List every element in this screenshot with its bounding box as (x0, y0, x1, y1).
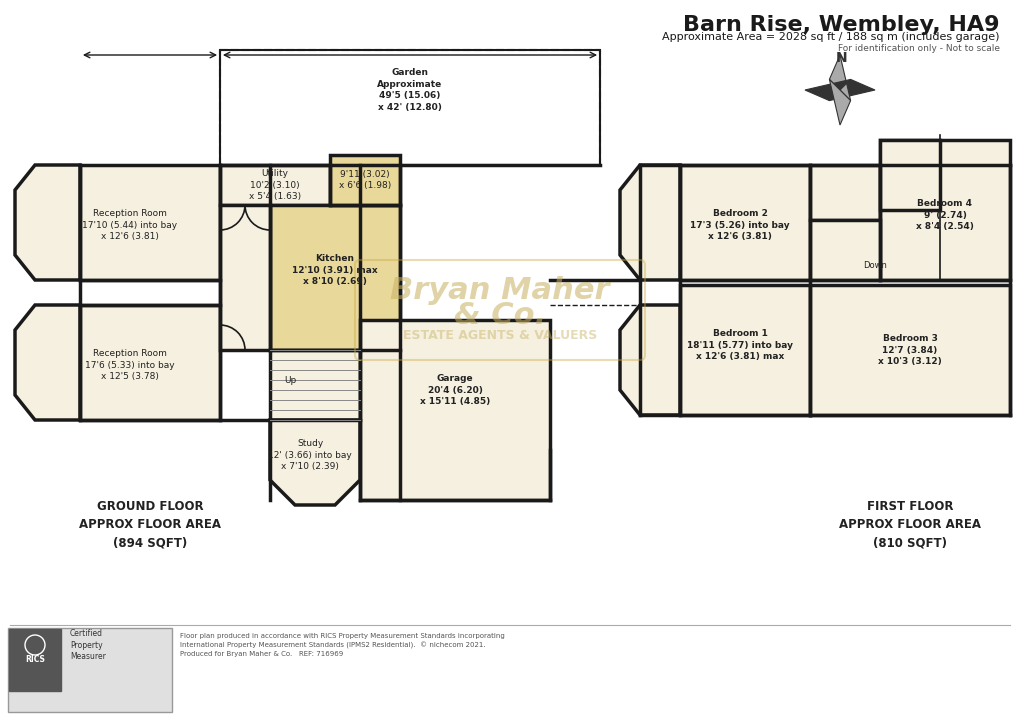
Polygon shape (79, 165, 220, 280)
Polygon shape (828, 55, 850, 101)
Text: N: N (836, 51, 847, 65)
Polygon shape (680, 165, 809, 280)
Polygon shape (330, 155, 399, 205)
Polygon shape (804, 79, 850, 101)
Text: Bryan Maher: Bryan Maher (390, 276, 609, 305)
Text: Bedroom 1
18'11 (5.77) into bay
x 12'6 (3.81) max: Bedroom 1 18'11 (5.77) into bay x 12'6 (… (687, 329, 792, 361)
Text: Certified
Property
Measurer: Certified Property Measurer (70, 629, 106, 661)
Polygon shape (809, 285, 1009, 415)
Polygon shape (620, 165, 680, 280)
Text: RICS: RICS (25, 655, 45, 665)
Polygon shape (15, 165, 79, 280)
Polygon shape (879, 140, 1009, 280)
Polygon shape (828, 79, 850, 125)
Polygon shape (809, 220, 879, 280)
Polygon shape (879, 140, 940, 210)
Text: 9'11 (3.02)
x 6'6 (1.98): 9'11 (3.02) x 6'6 (1.98) (338, 170, 390, 190)
Text: Reception Room
17'10 (5.44) into bay
x 12'6 (3.81): Reception Room 17'10 (5.44) into bay x 1… (83, 209, 177, 241)
Text: Up: Up (283, 376, 296, 384)
FancyBboxPatch shape (9, 629, 61, 691)
Text: Garden
Approximate
49'5 (15.06)
x 42' (12.80): Garden Approximate 49'5 (15.06) x 42' (1… (377, 68, 442, 112)
Text: ESTATE AGENTS & VALUERS: ESTATE AGENTS & VALUERS (403, 328, 596, 341)
Polygon shape (270, 350, 360, 420)
Polygon shape (220, 165, 330, 205)
Text: Barn Rise, Wembley, HA9: Barn Rise, Wembley, HA9 (683, 15, 999, 35)
Text: Study
12' (3.66) into bay
x 7'10 (2.39): Study 12' (3.66) into bay x 7'10 (2.39) (268, 438, 352, 472)
Polygon shape (809, 165, 879, 220)
Text: Bedroom 2
17'3 (5.26) into bay
x 12'6 (3.81): Bedroom 2 17'3 (5.26) into bay x 12'6 (3… (690, 209, 789, 241)
Text: Kitchen
12'10 (3.91) max
x 8'10 (2.69): Kitchen 12'10 (3.91) max x 8'10 (2.69) (291, 253, 377, 287)
Text: & Co.: & Co. (453, 300, 545, 330)
Text: Approximate Area = 2028 sq ft / 188 sq m (includes garage): Approximate Area = 2028 sq ft / 188 sq m… (662, 32, 999, 42)
Text: Garage
20'4 (6.20)
x 15'11 (4.85): Garage 20'4 (6.20) x 15'11 (4.85) (420, 374, 490, 406)
Polygon shape (360, 320, 549, 500)
Polygon shape (15, 305, 79, 420)
Polygon shape (270, 420, 360, 505)
Text: For identification only - Not to scale: For identification only - Not to scale (838, 44, 999, 53)
Polygon shape (620, 305, 680, 415)
Polygon shape (270, 205, 399, 350)
Text: Floor plan produced in accordance with RICS Property Measurement Standards incor: Floor plan produced in accordance with R… (179, 633, 504, 657)
Polygon shape (220, 205, 270, 350)
Text: FIRST FLOOR
APPROX FLOOR AREA
(810 SQFT): FIRST FLOOR APPROX FLOOR AREA (810 SQFT) (839, 500, 980, 549)
Text: Down: Down (862, 261, 887, 269)
FancyBboxPatch shape (8, 628, 172, 712)
Polygon shape (79, 305, 220, 420)
Text: Utility
10'2 (3.10)
x 5'4 (1.63): Utility 10'2 (3.10) x 5'4 (1.63) (249, 168, 301, 202)
Text: Reception Room
17'6 (5.33) into bay
x 12'5 (3.78): Reception Room 17'6 (5.33) into bay x 12… (86, 348, 174, 382)
Polygon shape (680, 285, 809, 415)
Polygon shape (828, 79, 874, 101)
Text: GROUND FLOOR
APPROX FLOOR AREA
(894 SQFT): GROUND FLOOR APPROX FLOOR AREA (894 SQFT… (78, 500, 221, 549)
Text: Bedroom 4
9' (2.74)
x 8'4 (2.54): Bedroom 4 9' (2.74) x 8'4 (2.54) (915, 199, 973, 231)
Text: Bedroom 3
12'7 (3.84)
x 10'3 (3.12): Bedroom 3 12'7 (3.84) x 10'3 (3.12) (877, 333, 941, 366)
